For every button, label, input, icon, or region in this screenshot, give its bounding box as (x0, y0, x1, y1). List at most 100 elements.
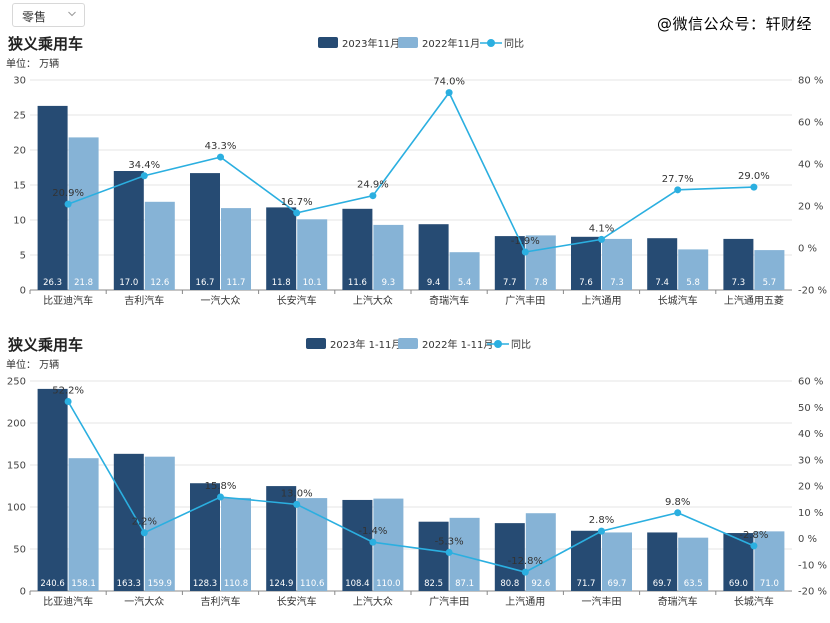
c1-bar-previous (144, 456, 175, 591)
c0-bar-current (37, 105, 68, 291)
c1-yoy-label: -1.4% (358, 526, 387, 537)
c1-yoy-label: -12.8% (508, 556, 543, 567)
c0-bar-previous (373, 224, 404, 290)
c1-yoy-point (445, 548, 453, 556)
y-tick-label: 50 (13, 545, 26, 556)
c0-bar-current (266, 207, 297, 290)
y-tick-label: 25 (13, 111, 26, 122)
legend-label-1: 2023年 1-11月 (330, 338, 401, 351)
c1-yoy-label: -5.3% (435, 536, 464, 547)
c0-bar-value-label: 5.4 (458, 278, 472, 288)
c0-bar-value-label: 7.6 (579, 278, 593, 288)
c0-bar-value-label: 26.3 (43, 278, 62, 288)
c0-yoy-point (140, 172, 148, 180)
c0-bar-value-label: 7.3 (732, 278, 746, 288)
c1-bar-previous (221, 497, 251, 591)
c1-bar-value-label: 80.8 (500, 579, 519, 589)
y2-tick-label: 10 % (798, 508, 823, 519)
c1-bar-value-label: 110.0 (376, 579, 400, 589)
c0-bar-previous (449, 252, 480, 290)
y-tick-label: 30 (13, 76, 26, 87)
unit-label: 单位： 万辆 (6, 358, 59, 371)
c0-x-tick-label: 长城汽车 (658, 294, 698, 307)
c1-yoy-label: 9.8% (665, 497, 690, 508)
c1-bar-current (494, 523, 525, 591)
c0-bar-previous (297, 219, 328, 290)
c0-bar-value-label: 9.3 (382, 278, 396, 288)
c1-bar-value-label: 71.7 (577, 579, 596, 589)
c1-bar-previous (297, 498, 328, 591)
c1-yoy-line (67, 401, 755, 573)
c0-bar-value-label: 7.8 (534, 278, 548, 288)
legend-swatch-1 (318, 37, 338, 48)
y2-tick-label: 30 % (798, 455, 823, 466)
c1-bar-value-label: 128.3 (193, 579, 217, 589)
y2-tick-label: -10 % (798, 560, 827, 571)
c0-bar-value-label: 11.6 (348, 278, 367, 288)
c1-bar-value-label: 240.6 (40, 579, 64, 589)
y-tick-label: 250 (7, 377, 26, 388)
c1-bar-value-label: 92.6 (531, 579, 550, 589)
c0-bar-previous (754, 250, 785, 290)
c0-yoy-label: 34.4% (128, 160, 160, 171)
c0-x-tick-label: 吉利汽车 (124, 294, 164, 307)
c0-yoy-point (369, 192, 377, 200)
c1-bar-current (37, 388, 68, 591)
c0-yoy-label: 16.7% (281, 197, 313, 208)
y2-tick-label: -20 % (798, 587, 827, 598)
legend-swatch-2 (398, 338, 418, 349)
c1-bar-current (190, 483, 220, 591)
c0-bar-current (647, 238, 678, 290)
c0-bar-value-label: 21.8 (74, 278, 93, 288)
c1-bar-value-label: 82.5 (424, 579, 443, 589)
c0-bar-value-label: 5.7 (763, 278, 777, 288)
c0-x-tick-label: 上汽通用五菱 (724, 294, 784, 307)
brand-type-dropdown[interactable]: 零售 (12, 3, 85, 27)
c0-bar-value-label: 5.8 (686, 278, 700, 288)
c0-bar-current (190, 173, 220, 290)
c0-yoy-point (445, 89, 453, 97)
c0-x-tick-label: 广汽丰田 (505, 294, 545, 307)
c0-bar-current (494, 236, 525, 290)
legend-line-marker (487, 39, 495, 47)
y-tick-label: 200 (7, 419, 26, 430)
c1-x-tick-label: 长城汽车 (734, 595, 774, 608)
c1-yoy-point (64, 397, 72, 405)
c0-yoy-label: 74.0% (433, 77, 465, 88)
c0-bar-current (342, 208, 373, 290)
c0-bar-previous (602, 238, 632, 290)
c0-bar-value-label: 11.8 (272, 278, 291, 288)
c1-bar-value-label: 159.9 (148, 579, 172, 589)
c0-bar-previous (525, 235, 556, 290)
c0-yoy-label: 27.7% (662, 174, 694, 185)
c1-yoy-point (750, 542, 758, 550)
c1-bar-current (647, 532, 678, 591)
c0-x-tick-label: 比亚迪汽车 (43, 294, 93, 307)
legend-line-marker (494, 340, 502, 348)
y-tick-label: 20 (13, 146, 26, 157)
chevron-down-icon (68, 11, 76, 17)
c1-bar-previous (525, 513, 556, 591)
y2-tick-label: 60 % (798, 377, 823, 388)
unit-label: 单位： 万辆 (6, 57, 59, 70)
c1-bar-value-label: 163.3 (117, 579, 141, 589)
chart-title: 狭义乘用车 (7, 35, 83, 53)
c0-x-tick-label: 长安汽车 (277, 294, 317, 307)
c0-yoy-label: 24.9% (357, 180, 389, 191)
c0-bar-previous (144, 201, 175, 290)
c0-yoy-label: -1.9% (511, 236, 540, 247)
c1-x-tick-label: 长安汽车 (277, 595, 317, 608)
c1-bar-value-label: 69.7 (608, 579, 627, 589)
c1-x-tick-label: 一汽丰田 (582, 595, 622, 608)
c0-bar-previous (221, 208, 251, 290)
c0-bar-value-label: 12.6 (150, 278, 169, 288)
y2-tick-label: 80 % (798, 76, 823, 87)
c1-bar-value-label: 71.0 (760, 579, 779, 589)
c0-yoy-label: 43.3% (205, 141, 237, 152)
y-tick-label: 100 (7, 503, 26, 514)
c1-x-tick-label: 上汽大众 (353, 595, 393, 608)
y-tick-label: 5 (20, 251, 26, 262)
c1-bar-value-label: 158.1 (71, 579, 95, 589)
